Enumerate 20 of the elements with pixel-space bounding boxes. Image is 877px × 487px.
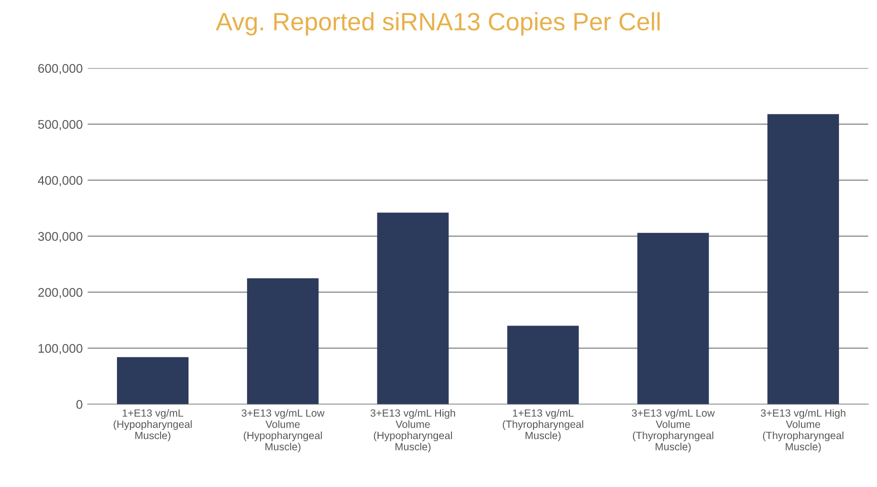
x-tick-label: 1+E13 vg/mL (Thyropharyngeal Muscle) (502, 409, 584, 442)
bar (377, 212, 449, 404)
x-tick-label: 1+E13 vg/mL (Hypopharyngeal Muscle) (114, 409, 192, 442)
chart-title: Avg. Reported siRNA13 Copies Per Cell (216, 12, 660, 36)
y-tick-label: 200,000 (38, 288, 82, 298)
y-tick-label: 400,000 (38, 176, 82, 186)
x-tick-label: 3+E13 vg/mL Low Volume (Thyropharyngeal Muscle) (632, 409, 715, 452)
bar (247, 278, 319, 404)
y-tick-label: 0 (76, 400, 82, 409)
bar (637, 232, 709, 404)
y-tick-label: 500,000 (38, 120, 82, 130)
bar (116, 357, 189, 404)
y-tick-label: 600,000 (38, 64, 82, 74)
y-tick-label: 100,000 (38, 344, 82, 354)
x-tick-label: 3+E13 vg/mL High Volume (Thyropharyngeal Muscle) (760, 409, 846, 452)
bar (767, 114, 839, 404)
x-tick-label: 3+E13 vg/mL High Volume (Hypopharyngeal Muscle) (370, 409, 456, 452)
bar (507, 326, 579, 404)
y-tick-label: 300,000 (38, 232, 82, 242)
x-tick-label: 3+E13 vg/mL Low Volume (Hypopharyngeal Muscle) (242, 409, 324, 452)
